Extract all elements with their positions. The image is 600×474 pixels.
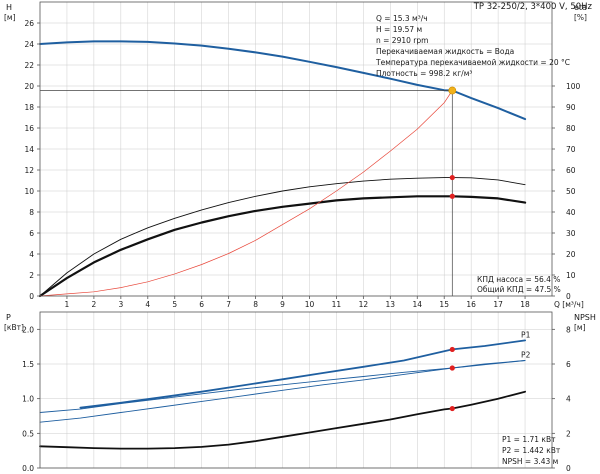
- info-speed: n = 2910 rpm: [376, 36, 428, 45]
- npsh-value: NPSH = 3.43 м: [502, 457, 558, 466]
- operating-point-marker: [449, 193, 455, 199]
- info-density: Плотность = 998.2 кг/м³: [376, 69, 472, 78]
- y-tick-label: 1.5: [22, 360, 34, 369]
- y2-tick-label: 0: [566, 292, 571, 301]
- upper-y2-axis-unit: [%]: [574, 13, 587, 22]
- info-temperature: Температура перекачиваемой жидкости = 20…: [375, 58, 570, 67]
- p2-value: P2 = 1.442 кВт: [502, 446, 561, 455]
- lower-plot-frame: [39, 311, 553, 469]
- y-tick-label: 18: [24, 103, 34, 112]
- x-tick-label: 17: [493, 300, 503, 309]
- y-tick-label: 0.0: [22, 464, 34, 473]
- y2-tick-label: 60: [566, 166, 576, 175]
- p1-curve: [79, 339, 526, 409]
- grid-layer: [40, 2, 552, 469]
- y2-tick-label: 70: [566, 145, 576, 154]
- y2-tick-label: 4: [566, 395, 571, 404]
- efficiency-box: КПД насоса = 56.4 % Общий КПД = 47.5 %: [477, 275, 561, 294]
- x-tick-label: 9: [280, 300, 285, 309]
- x-tick-label: 14: [412, 300, 422, 309]
- axis-layer: 0246810121416182022242601020304050607080…: [4, 1, 596, 473]
- y2-tick-label: 0: [566, 464, 571, 473]
- y-tick-label: 2: [29, 271, 34, 280]
- y2-tick-label: 30: [566, 229, 576, 238]
- power-box: P1 = 1.71 кВт P2 = 1.442 кВт NPSH = 3.43…: [502, 435, 561, 466]
- y-tick-label: 12: [24, 166, 34, 175]
- x-tick-label: 2: [92, 300, 97, 309]
- operating-point-marker: [449, 365, 455, 371]
- y2-tick-label: 20: [566, 250, 576, 259]
- x-tick-label: 16: [466, 300, 476, 309]
- y-tick-label: 16: [24, 124, 34, 133]
- y-tick-label: 0.5: [22, 429, 34, 438]
- x-tick-label: 15: [439, 300, 449, 309]
- x-tick-label: 5: [172, 300, 177, 309]
- upper-y2-axis-label: eta: [574, 3, 587, 12]
- y2-tick-label: 8: [566, 325, 571, 334]
- y-tick-label: 22: [24, 61, 34, 70]
- x-tick-label: 7: [226, 300, 231, 309]
- p1-value: P1 = 1.71 кВт: [502, 435, 556, 444]
- x-tick-label: 13: [386, 300, 396, 309]
- y2-tick-label: 40: [566, 208, 576, 217]
- y-tick-label: 0: [29, 292, 34, 301]
- lower-y-axis-label: P: [6, 313, 11, 322]
- x-axis-label: Q [м³/ч]: [554, 300, 584, 309]
- x-tick-label: 6: [199, 300, 204, 309]
- y2-tick-label: 90: [566, 103, 576, 112]
- info-flow: Q = 15.3 м³/ч: [376, 14, 428, 23]
- chart-title: TP 32-250/2, 3*400 V, 50Hz: [473, 2, 593, 12]
- x-tick-label: 1: [65, 300, 70, 309]
- y-tick-label: 2.0: [22, 325, 34, 334]
- x-tick-label: 8: [253, 300, 258, 309]
- operating-point-marker: [449, 174, 455, 181]
- y-tick-label: 8: [29, 208, 34, 217]
- system-curve: [39, 90, 453, 297]
- y-tick-label: 10: [24, 187, 34, 196]
- info-head: H = 19.57 м: [376, 25, 422, 34]
- operating-point-marker: [449, 346, 455, 353]
- y2-tick-label: 100: [566, 82, 581, 91]
- y2-tick-label: 6: [566, 360, 571, 369]
- y2-tick-label: 2: [566, 429, 571, 438]
- y-tick-label: 1.0: [22, 395, 34, 404]
- operating-point-marker: [449, 405, 455, 412]
- x-tick-label: 4: [145, 300, 150, 309]
- y-tick-label: 14: [24, 145, 34, 154]
- lower-y2-axis-label: NPSH: [574, 313, 596, 322]
- upper-y-axis-unit: [м]: [4, 13, 16, 22]
- y-tick-label: 6: [29, 229, 34, 238]
- lower-y2-axis-unit: [м]: [574, 323, 586, 332]
- info-liquid: Перекачиваемая жидкость = Вода: [376, 47, 514, 56]
- y2-tick-label: 80: [566, 124, 576, 133]
- y-tick-label: 20: [24, 82, 34, 91]
- total-efficiency: Общий КПД = 47.5 %: [477, 285, 561, 294]
- y2-tick-label: 10: [566, 271, 576, 280]
- marker-layer: [40, 86, 457, 412]
- x-tick-label: 18: [520, 300, 530, 309]
- y-tick-label: 24: [24, 40, 34, 49]
- x-tick-label: 11: [332, 300, 342, 309]
- p2-legend-label: P2: [521, 351, 531, 360]
- x-tick-label: 10: [305, 300, 315, 309]
- y2-tick-label: 50: [566, 187, 576, 196]
- lower-y-axis-unit: [кВт]: [4, 323, 24, 332]
- pump-efficiency: КПД насоса = 56.4 %: [477, 275, 560, 284]
- y-tick-label: 4: [29, 250, 34, 259]
- p1-legend-label: P1: [521, 330, 531, 339]
- duty-point-marker: [448, 86, 457, 95]
- y-tick-label: 26: [24, 19, 34, 28]
- info-box: Q = 15.3 м³/ч H = 19.57 м n = 2910 rpm П…: [375, 14, 570, 78]
- x-tick-label: 12: [359, 300, 369, 309]
- upper-y-axis-label: H: [6, 3, 12, 12]
- x-tick-label: 3: [118, 300, 123, 309]
